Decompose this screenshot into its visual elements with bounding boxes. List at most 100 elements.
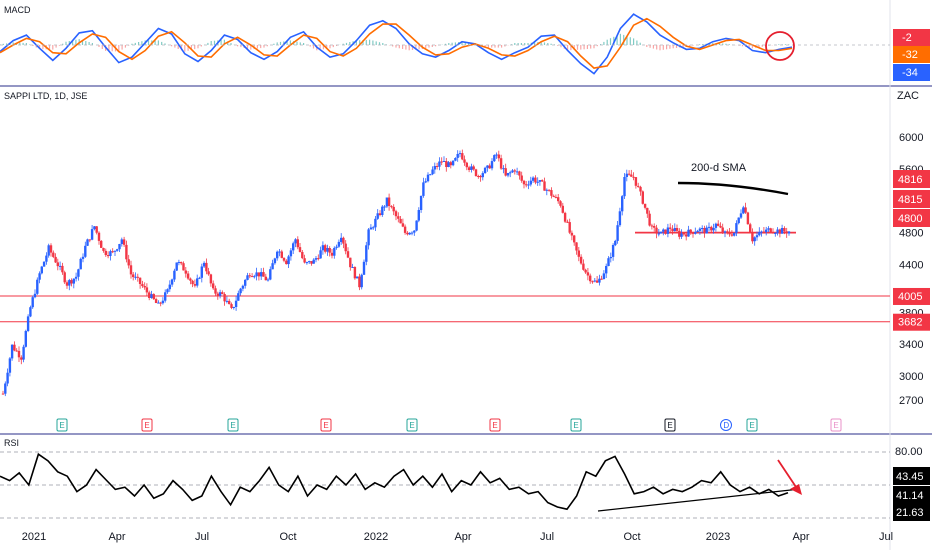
candle-body	[589, 275, 592, 282]
candle-body	[760, 231, 763, 233]
candle-body	[582, 263, 585, 270]
candle-body	[650, 225, 654, 227]
candle-body	[40, 266, 43, 274]
candle-body	[394, 211, 398, 217]
candle-body	[447, 162, 450, 167]
macd-line	[0, 13, 793, 75]
candle-body	[141, 284, 144, 287]
candle-body	[719, 225, 722, 228]
candle-body	[113, 250, 117, 252]
candle-body	[780, 228, 784, 234]
candle-body	[499, 158, 503, 169]
candle-body	[175, 262, 178, 271]
candle-body	[276, 251, 279, 259]
candle-body	[10, 344, 14, 359]
time-tick-label: 2022	[364, 531, 388, 543]
candle-body	[17, 350, 21, 358]
candle-body	[424, 181, 427, 183]
candle-body	[31, 297, 34, 308]
candle-body	[54, 256, 57, 263]
candle-body	[703, 228, 706, 234]
rsi-tag-text: 21.63	[896, 507, 924, 519]
candle-body	[122, 239, 126, 245]
rsi-tick-80: 80.00	[895, 446, 923, 458]
candle-body	[735, 223, 738, 233]
candle-body	[550, 190, 553, 196]
candle-body	[152, 294, 155, 300]
candle-body	[787, 231, 791, 234]
earnings-marker	[141, 418, 153, 432]
macd-tag-text: -32	[902, 49, 918, 61]
candle-body	[463, 159, 466, 163]
candle-body	[47, 245, 50, 256]
candle-body	[63, 272, 66, 283]
candle-body	[79, 258, 82, 270]
candle-body	[356, 276, 359, 279]
candle-body	[166, 289, 169, 293]
candle-body	[198, 277, 201, 279]
earnings-marker	[406, 418, 418, 432]
candle-body	[61, 265, 64, 273]
candle-body	[531, 177, 535, 181]
candle-body	[614, 240, 617, 246]
candle-body	[623, 177, 626, 197]
level-tag-box	[893, 287, 930, 305]
candle-body	[97, 232, 101, 241]
candle-body	[659, 231, 663, 234]
candle-body	[696, 230, 699, 233]
candle-body	[360, 274, 363, 288]
candle-body	[419, 195, 423, 210]
candle-body	[280, 251, 283, 258]
candle-body	[111, 251, 114, 253]
candle-body	[376, 213, 379, 219]
candle-body	[205, 262, 208, 272]
candle-body	[278, 251, 281, 253]
candle-body	[433, 166, 436, 170]
candle-body	[387, 197, 391, 206]
candle-body	[42, 261, 46, 267]
candle-body	[616, 225, 619, 241]
candle-body	[611, 245, 615, 257]
time-tick-label: Jul	[879, 531, 893, 543]
candle-body	[408, 232, 411, 235]
candle-body	[72, 278, 75, 284]
candle-body	[191, 280, 194, 285]
candle-body	[602, 273, 606, 279]
candlesticks	[1, 149, 791, 397]
candle-body	[554, 196, 558, 198]
candle-body	[15, 350, 18, 352]
candle-body	[90, 229, 94, 240]
candle-body	[520, 175, 523, 181]
candle-body	[289, 250, 293, 257]
candle-body	[225, 300, 229, 302]
candle-body	[397, 216, 400, 219]
candle-body	[292, 243, 295, 251]
price-unit-label: ZAC	[897, 90, 919, 102]
price-title: SAPPI LTD, 1D, JSE	[4, 91, 87, 101]
candle-body	[698, 228, 702, 231]
earnings-marker	[664, 418, 676, 432]
candle-body	[321, 245, 325, 251]
candle-body	[262, 272, 265, 277]
candle-body	[180, 262, 183, 264]
time-tick-label: Apr	[454, 531, 471, 543]
candle-body	[324, 245, 327, 252]
candle-body	[154, 299, 158, 303]
candle-body	[467, 167, 471, 170]
candle-body	[369, 227, 373, 230]
dividend-marker	[720, 419, 732, 431]
candle-body	[308, 261, 311, 263]
candle-body	[545, 189, 548, 191]
candle-body	[230, 304, 233, 308]
candle-body	[56, 262, 59, 267]
candle-body	[13, 344, 16, 351]
rsi-tag-box	[893, 503, 930, 521]
candle-body	[730, 234, 734, 236]
candle-body	[445, 161, 448, 167]
candle-body	[570, 232, 574, 236]
candle-body	[479, 176, 482, 178]
candle-body	[74, 276, 78, 279]
candle-body	[767, 228, 770, 230]
